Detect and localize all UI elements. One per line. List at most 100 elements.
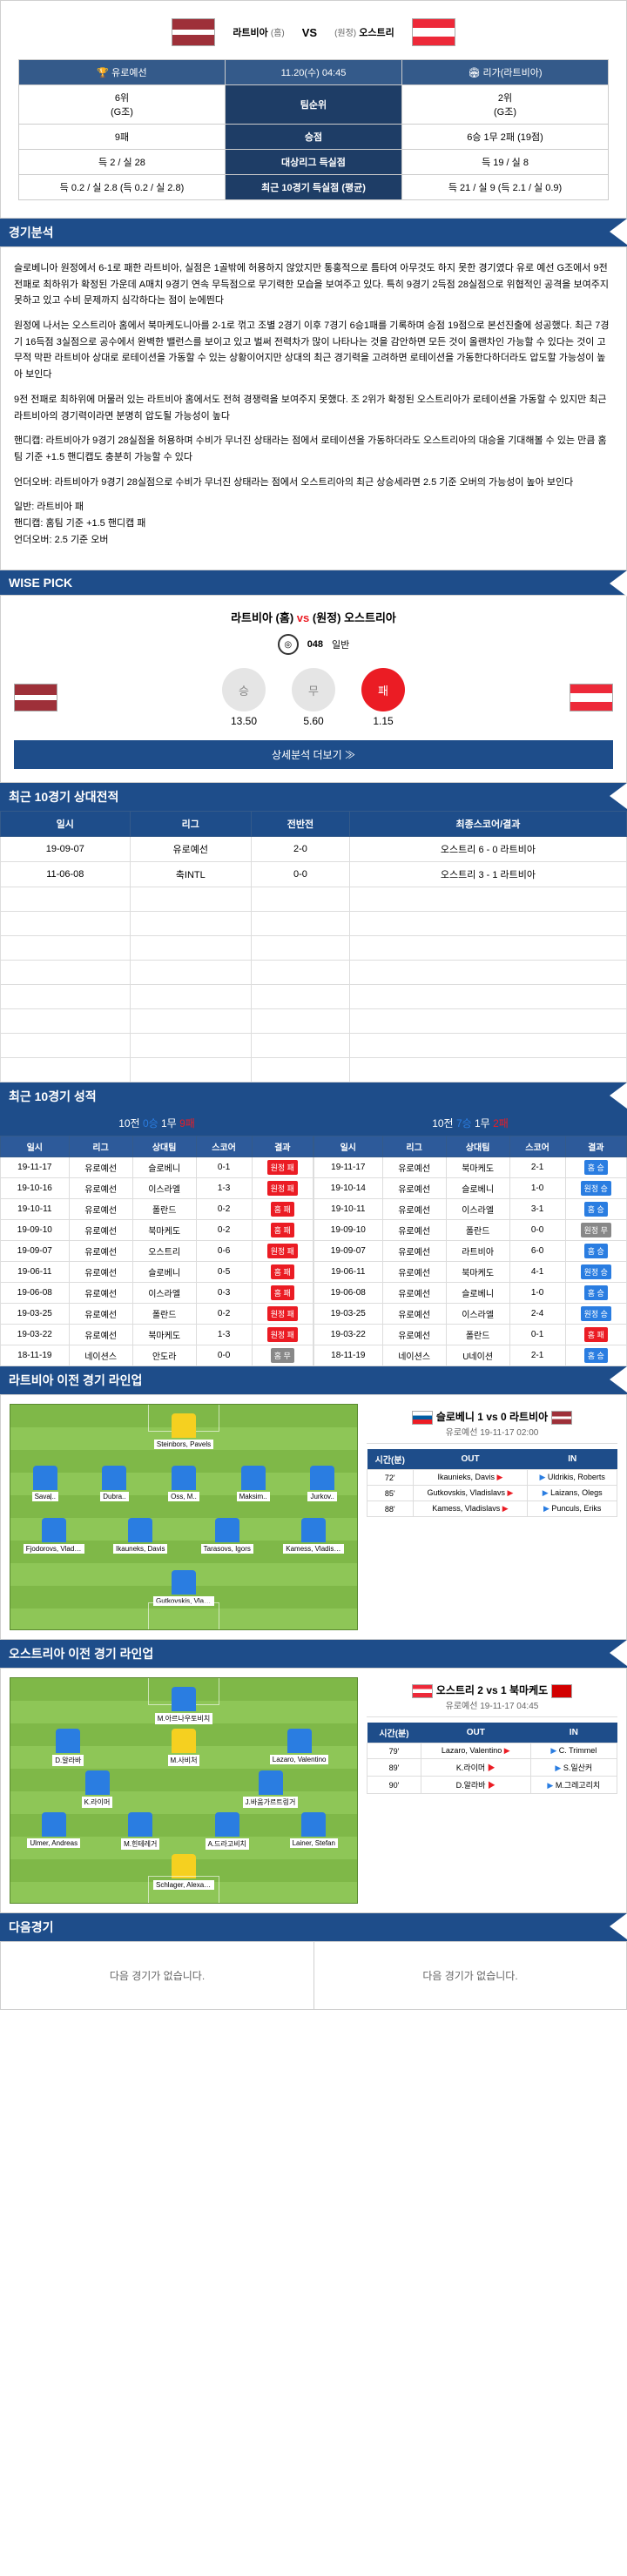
player: Schlager, Alexander: [153, 1854, 214, 1890]
result-badge: 원정 패: [267, 1244, 298, 1258]
analysis-paragraph: 슬로베니아 원정에서 6-1로 패한 라트비아, 실점은 1골밖에 허용하지 않…: [14, 260, 613, 309]
analysis-paragraph: 언더오버: 라트비아가 9경기 28실점으로 수비가 무너진 상태라는 점에서 …: [14, 475, 613, 491]
match-vs-row: 라트비아 (홈) VS (원정) 오스트리: [18, 18, 609, 46]
odds-option[interactable]: 승 13.50: [222, 668, 266, 727]
form-row: 19-10-16유로예선이스라엘1-3원정 패: [1, 1178, 314, 1199]
away-team: 오스트리: [359, 28, 394, 38]
subs-row: 72'Ikaunieks, Davis ▶▶ Uldrikis, Roberts: [367, 1470, 617, 1486]
player-row: Savaļ..Dubra..Oss, M..Maksim..Jurkov..: [10, 1466, 357, 1501]
kit-icon: [301, 1518, 326, 1542]
pitch-home: Steinbors, PavelsSavaļ..Dubra..Oss, M..M…: [10, 1404, 358, 1630]
player-name: Schlager, Alexander: [153, 1880, 214, 1890]
form-home: 10전 0승 1무 9패 일시리그상대팀스코어결과19-11-17유로예선슬로베…: [0, 1110, 314, 1366]
stat-mid: 승점: [225, 125, 401, 150]
arrow-in-icon: ▶: [543, 1488, 549, 1497]
stat-left: 득 0.2 / 실 2.8 (득 0.2 / 실 2.8): [19, 175, 226, 200]
stat-mid: 팀순위: [225, 85, 401, 125]
result-badge: 홈 패: [271, 1223, 294, 1237]
form-row: 19-09-07유로예선라트비아6-0홈 승: [314, 1241, 627, 1262]
subs-col: OUT: [421, 1723, 530, 1743]
player-row: Ulmer, AndreasM.힌테레거A.드라고비치Lainer, Stefa…: [10, 1812, 357, 1850]
match-date: 11.20(수) 04:45: [225, 60, 401, 85]
lineup-away-match: 오스트리 2 vs 1 북마케도 유로예선 19-11-17 04:45: [367, 1677, 617, 1717]
stat-right: 6승 1무 2패 (19점): [402, 125, 609, 150]
stat-mid: 대상리그 득실점: [225, 150, 401, 175]
kit-icon: [215, 1518, 239, 1542]
odds-option[interactable]: 무 5.60: [292, 668, 335, 727]
player-row: K.라이머J.바움가르트링거: [10, 1770, 357, 1808]
subs-row: 88'Kamess, Vladislavs ▶▶ Punculs, Eriks: [367, 1501, 617, 1517]
vs-label: VS: [302, 26, 317, 39]
kit-icon: [128, 1518, 152, 1542]
away-prefix: (원정): [334, 29, 356, 38]
kit-icon: [259, 1770, 283, 1795]
player: D.알라바: [37, 1729, 98, 1766]
subs-col: 시간(분): [367, 1723, 421, 1743]
kit-icon: [215, 1812, 239, 1837]
player: Gutkovskis, Vladislavs: [153, 1570, 214, 1606]
player-name: Jurkov..: [307, 1492, 336, 1501]
form-row: 19-11-17유로예선슬로베니0-1원정 패: [1, 1157, 314, 1178]
player: Tarasovs, Igors: [197, 1518, 258, 1554]
h2h-col: 일시: [1, 812, 131, 837]
analysis-paragraph: 원정에 나서는 오스트리아 홈에서 북마케도니아를 2-1로 꺾고 조별 2경기…: [14, 318, 613, 383]
player: Ulmer, Andreas: [24, 1812, 84, 1850]
stat-right: 득 19 / 실 8: [402, 150, 609, 175]
player-name: M.사비처: [168, 1755, 200, 1766]
form-row: 19-03-25유로예선폴란드0-2원정 패: [1, 1304, 314, 1325]
league-label: 🏟 리가(라트비아): [402, 60, 609, 85]
player-name: Maksim..: [237, 1492, 270, 1501]
flag-macedonia-icon: [551, 1684, 572, 1698]
h2h-row-empty: [1, 961, 627, 985]
subs-home-table: 시간(분)OUTIN 72'Ikaunieks, Davis ▶▶ Uldrik…: [367, 1449, 617, 1517]
kit-icon: [172, 1413, 196, 1438]
result-badge: 원정 승: [581, 1181, 611, 1196]
form-col: 리그: [69, 1136, 132, 1157]
player-name: M.힌테레거: [121, 1838, 159, 1850]
odds-option[interactable]: 패 1.15: [361, 668, 405, 727]
form-row: 19-03-25유로예선이스라엘2-4원정 승: [314, 1304, 627, 1325]
kit-icon: [42, 1518, 66, 1542]
result-badge: 홈 패: [584, 1327, 608, 1342]
wise-pick-header: WISE PICK: [0, 570, 627, 595]
player-name: Fjodorovs, Vladislavs: [24, 1544, 84, 1554]
player-name: Lazaro, Valentino: [270, 1755, 329, 1764]
pick-number: 048: [307, 639, 323, 650]
result-badge: 홈 승: [584, 1244, 608, 1258]
subs-row: 85'Gutkovskis, Vladislavs ▶▶ Laizans, Ol…: [367, 1486, 617, 1501]
arrow-out-icon: ▶: [497, 1473, 503, 1481]
arrow-out-icon: ▶: [502, 1504, 509, 1513]
form-col: 스코어: [196, 1136, 252, 1157]
form-col: 결과: [252, 1136, 313, 1157]
stat-right: 2위(G조): [402, 85, 609, 125]
form-col: 스코어: [509, 1136, 565, 1157]
analysis-header: 경기분석: [0, 219, 627, 246]
player-row: Fjodorovs, VladislavsIkauneks, DavisTara…: [10, 1518, 357, 1554]
form-row: 19-03-22유로예선북마케도1-3원정 패: [1, 1325, 314, 1345]
form-row: 19-10-14유로예선슬로베니1-0원정 승: [314, 1178, 627, 1199]
player: M.아르나우토비치: [153, 1687, 214, 1724]
subs-away-table: 시간(분)OUTIN 79'Lazaro, Valentino ▶▶ C. Tr…: [367, 1723, 617, 1794]
h2h-row-empty: [1, 912, 627, 936]
lineup-away-side: 오스트리 2 vs 1 북마케도 유로예선 19-11-17 04:45 시간(…: [367, 1677, 617, 1904]
wise-pick-title: 라트비아 (홈) vs (원정) 오스트리아: [14, 609, 613, 625]
stat-left: 6위(G조): [19, 85, 226, 125]
kit-icon: [172, 1729, 196, 1753]
result-badge: 홈 패: [271, 1202, 294, 1217]
player-name: Steinbors, Pavels: [154, 1440, 213, 1449]
player-name: Tarasovs, Igors: [201, 1544, 253, 1554]
flag-austria: [412, 18, 455, 46]
subs-col: IN: [530, 1723, 617, 1743]
lineup-home-match: 슬로베니 1 vs 0 라트비아 유로예선 19-11-17 02:00: [367, 1404, 617, 1444]
result-badge: 홈 패: [271, 1264, 294, 1279]
detail-analysis-button[interactable]: 상세분석 더보기 ≫: [14, 740, 613, 769]
lineup-home-body: Steinbors, PavelsSavaļ..Dubra..Oss, M..M…: [0, 1394, 627, 1640]
h2h-col: 리그: [130, 812, 251, 837]
kit-icon: [241, 1466, 266, 1490]
result-badge: 원정 승: [581, 1264, 611, 1279]
pick-target-icon: ◎: [278, 634, 299, 655]
kit-icon: [287, 1729, 312, 1753]
form-row: 19-10-11유로예선이스라엘3-1홈 승: [314, 1199, 627, 1220]
h2h-row-empty: [1, 985, 627, 1009]
form-row: 19-09-07유로예선오스트리0-6원정 패: [1, 1241, 314, 1262]
